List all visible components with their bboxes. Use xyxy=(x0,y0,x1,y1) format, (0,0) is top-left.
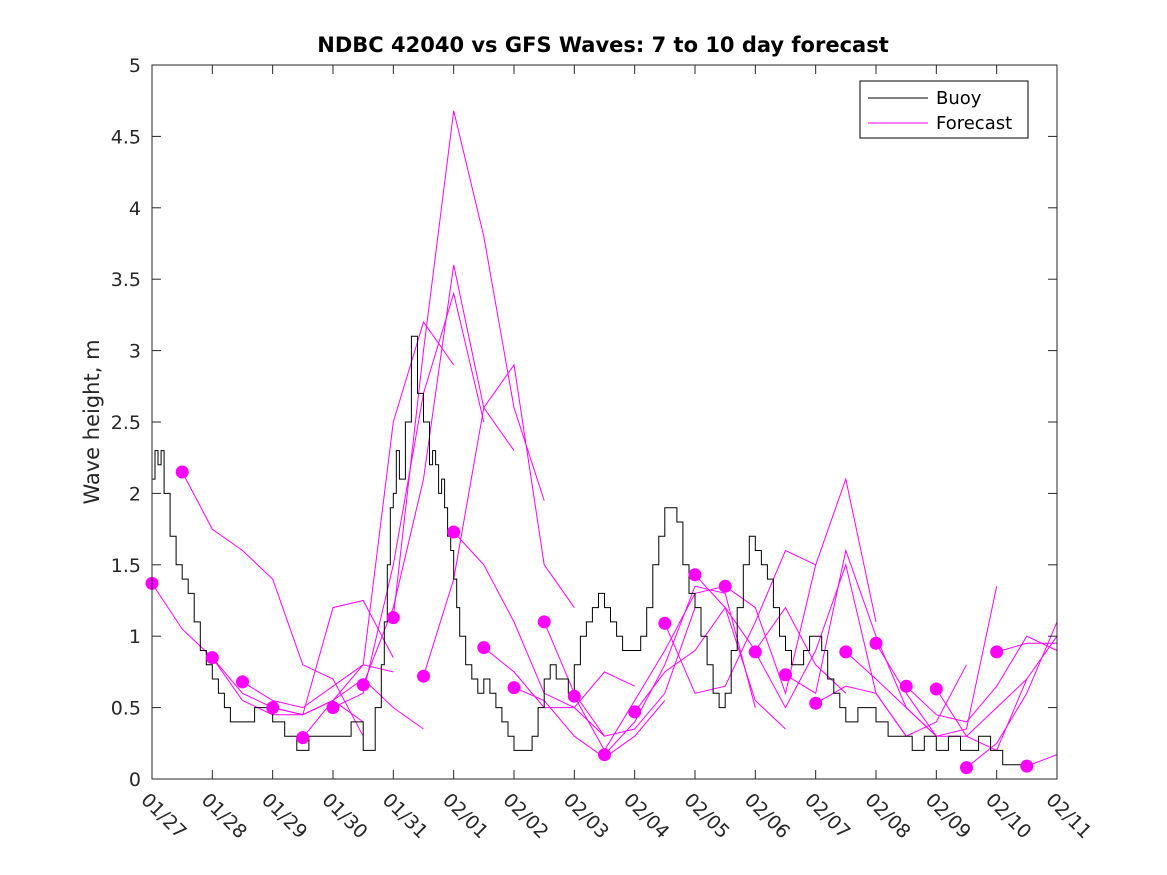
forecast-start-marker xyxy=(598,748,611,762)
forecast-start-marker xyxy=(869,636,883,650)
forecast-start-marker xyxy=(175,465,189,479)
forecast-start-marker xyxy=(447,525,461,539)
forecast-start-marker xyxy=(296,731,310,745)
forecast-start-marker xyxy=(386,611,400,625)
forecast-line-9 xyxy=(392,110,545,618)
y-tick-label: 1 xyxy=(129,626,141,648)
forecast-start-marker xyxy=(809,696,823,710)
forecast-start-marker xyxy=(236,675,249,689)
forecast-start-marker xyxy=(748,645,762,659)
forecast-start-marker xyxy=(688,568,702,582)
y-tick-label: 1.5 xyxy=(111,555,141,577)
plot-area xyxy=(152,65,1057,779)
y-tick-label: 2.5 xyxy=(111,412,141,434)
y-tick-label: 5 xyxy=(129,55,141,77)
forecast-line-10 xyxy=(423,363,575,677)
forecast-start-marker xyxy=(899,679,913,693)
forecast-start-marker xyxy=(779,668,792,682)
forecast-start-marker xyxy=(929,682,943,696)
legend-box xyxy=(859,80,1029,139)
chart-title: NDBC 42040 vs GFS Waves: 7 to 10 day for… xyxy=(317,33,888,57)
y-tick-label: 4 xyxy=(129,198,141,220)
legend-forecast-label: Forecast xyxy=(936,113,1012,134)
forecast-line-4 xyxy=(242,664,394,709)
legend-buoy-label: Buoy xyxy=(936,88,982,109)
forecast-start-marker xyxy=(960,761,973,775)
forecast-line-23 xyxy=(815,664,967,737)
y-tick-label: 3 xyxy=(129,341,141,363)
forecast-start-marker xyxy=(205,651,219,665)
forecast-line-14 xyxy=(543,607,696,737)
series-layer xyxy=(145,110,1058,775)
y-tick-label: 2 xyxy=(129,483,141,505)
y-tick-label: 3.5 xyxy=(111,269,141,291)
forecast-start-marker xyxy=(537,615,551,629)
forecast-line-24 xyxy=(845,586,998,737)
legend: Buoy Forecast xyxy=(859,80,1029,139)
forecast-start-marker xyxy=(628,705,642,719)
forecast-line-5 xyxy=(272,678,424,730)
forecast-line-17 xyxy=(634,606,786,730)
forecast-start-marker xyxy=(567,689,581,703)
forecast-start-marker xyxy=(326,701,340,715)
forecast-start-marker xyxy=(658,616,672,630)
forecast-line-15 xyxy=(573,585,726,752)
y-tick-label: 0.5 xyxy=(111,698,141,720)
buoy-line xyxy=(152,335,1027,766)
forecast-start-marker xyxy=(718,579,732,593)
forecast-line-16 xyxy=(604,585,756,756)
forecast-start-marker xyxy=(507,681,521,695)
forecast-start-marker xyxy=(839,645,853,659)
forecast-line-12 xyxy=(483,647,635,709)
forecast-start-marker xyxy=(990,645,1004,659)
forecast-line-13 xyxy=(513,687,666,759)
forecast-start-marker xyxy=(477,641,491,655)
forecast-line-20 xyxy=(724,477,877,696)
forecast-line-28 xyxy=(966,621,1058,768)
forecast-line-1 xyxy=(181,471,364,737)
forecast-start-marker xyxy=(417,669,430,683)
y-axis-label: Wave height, m xyxy=(80,339,104,504)
y-tick-label: 0 xyxy=(129,769,141,791)
forecast-line-11 xyxy=(453,531,605,737)
forecast-start-marker xyxy=(1020,759,1034,773)
forecast-line-18 xyxy=(664,549,816,694)
forecast-start-marker xyxy=(266,701,280,715)
forecast-line-7 xyxy=(332,291,485,709)
forecast-line-29 xyxy=(996,642,1057,653)
forecast-line-26 xyxy=(905,635,1058,723)
forecast-start-marker xyxy=(356,678,370,692)
y-tick-label: 4.5 xyxy=(111,126,141,148)
